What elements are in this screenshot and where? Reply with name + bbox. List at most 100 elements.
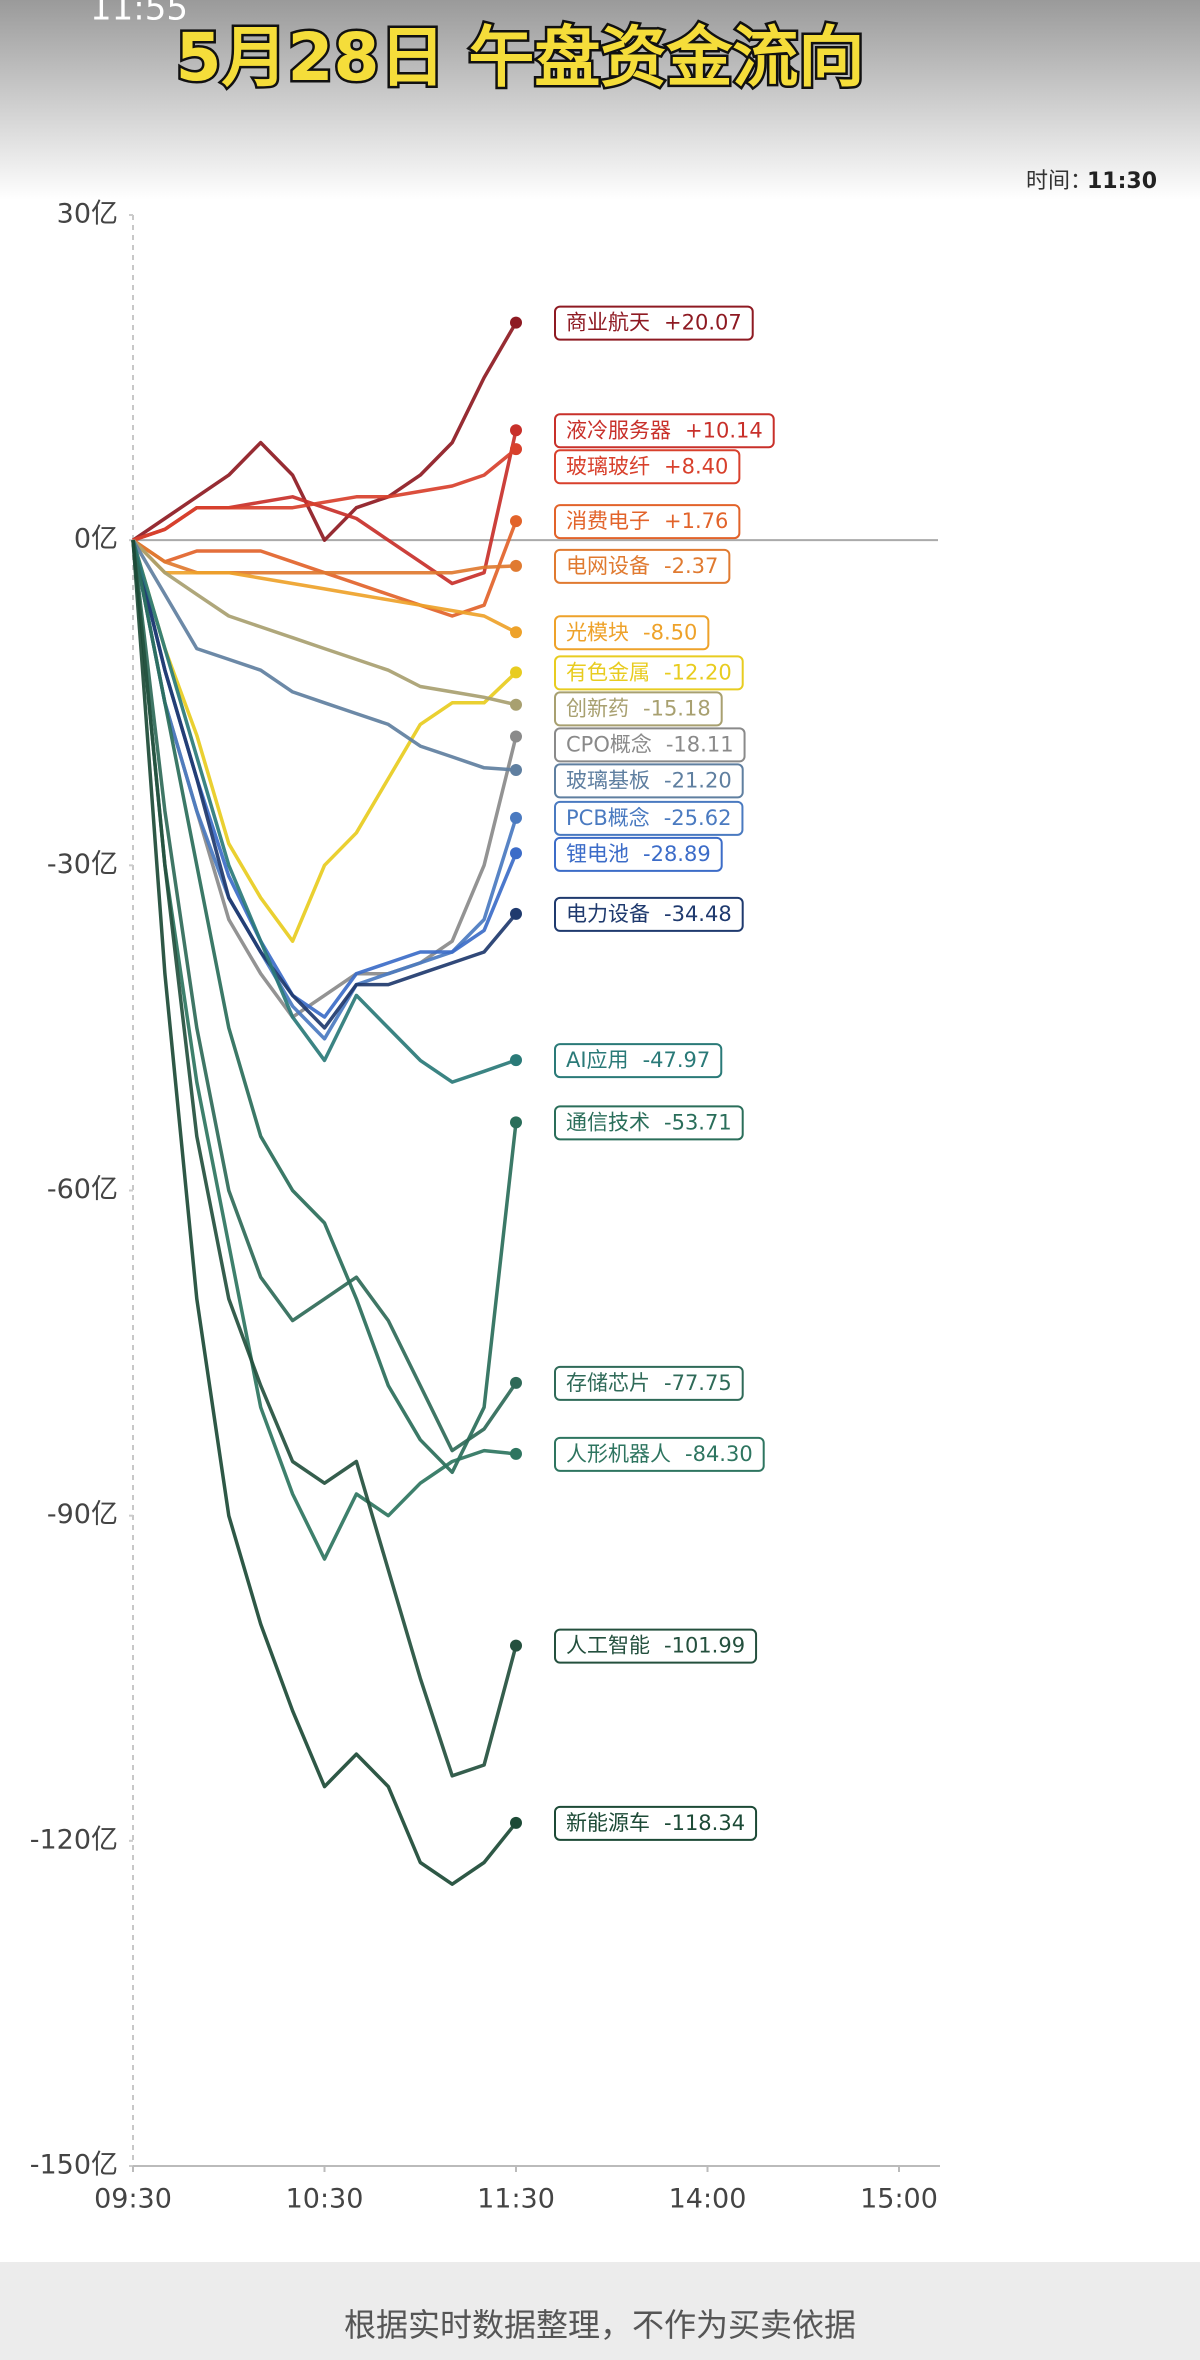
data-label: -101.99 [664,1634,745,1658]
data-label: +20.07 [664,311,742,335]
end-label: 人工智能 -101.99 [554,1628,758,1664]
end-point [510,316,522,329]
y-tick-label: -150亿 [30,2150,118,2181]
end-point [510,1447,522,1460]
end-label: 液冷服务器 +10.14 [554,413,775,449]
end-point [510,1116,522,1129]
data-label: -18.11 [666,732,734,756]
data-label: +1.76 [664,509,728,533]
data-label: -28.89 [643,842,711,866]
end-label-box [554,836,723,872]
end-label: 创新药 -15.18 [554,691,723,727]
series-name: 玻璃基板 [566,768,650,792]
end-label: 新能源车 -118.34 [554,1805,758,1841]
end-label-box [554,504,741,540]
end-label: 光模块 -8.50 [554,615,710,651]
end-label-box [554,727,746,763]
series-name: 人工智能 [566,1634,650,1658]
end-point [510,698,522,711]
series-name: 创新药 [566,696,629,720]
end-point [510,443,522,456]
series-name: 锂电池 [566,842,629,866]
series-name: CPO概念 [566,732,652,756]
series-line [132,538,517,575]
data-label: -12.20 [664,660,732,684]
end-label: 电力设备 -34.48 [554,896,744,932]
end-label-box [554,800,744,836]
data-label: +8.40 [664,454,728,478]
status-time: 11:55 [90,0,188,29]
end-label: 电网设备 -2.37 [554,548,731,584]
end-label-box [554,1105,744,1141]
end-label-box [554,691,723,727]
series-name: 有色金属 [566,660,650,684]
series-line [132,447,518,542]
end-label: 消费电子 +1.76 [554,504,741,540]
end-label-box [554,763,744,799]
series-line [132,321,518,542]
end-label: AI应用 -47.97 [554,1043,723,1079]
end-label-box [554,548,731,584]
end-label: 玻璃基板 -21.20 [554,763,744,799]
series-line [131,538,517,707]
x-tick-label: 09:30 [94,2184,172,2215]
end-label-box [554,896,744,932]
series-name: 电力设备 [566,902,650,926]
end-point [510,1639,522,1652]
end-point [510,1376,522,1389]
header-background [0,0,1200,200]
series-name: PCB概念 [566,806,650,830]
end-label-box [554,1043,723,1079]
series-name: 人形机器人 [566,1442,671,1466]
series-name: 消费电子 [566,509,650,533]
end-label-box [554,449,741,485]
data-label: -25.62 [664,806,732,830]
series-name: 光模块 [566,620,629,644]
data-label: -8.50 [643,620,697,644]
end-point [510,515,522,528]
end-point [510,1054,522,1067]
x-tick-label: 11:30 [477,2184,555,2215]
x-tick-label: 15:00 [860,2184,938,2215]
data-label: -77.75 [664,1371,732,1395]
data-label: -53.71 [664,1110,732,1134]
end-point [510,559,522,572]
y-tick-label: -90亿 [47,1499,118,1530]
end-label-box [554,1805,758,1841]
y-tick-label: 30亿 [57,199,118,230]
end-point [510,811,522,824]
time-value: 11:30 [1087,169,1157,194]
end-point [510,763,522,776]
data-label: -84.30 [685,1442,753,1466]
series-line [131,540,518,1778]
data-label: +10.14 [685,418,763,442]
end-point [510,847,522,860]
series-name: 通信技术 [566,1110,650,1134]
end-label: 商业航天 +20.07 [554,305,754,341]
series-line [132,520,518,618]
end-point [510,626,522,639]
time-label: 时间： [1026,169,1092,194]
end-point [510,424,522,437]
series-line [131,539,518,1453]
end-point [510,730,522,743]
end-label-box [554,305,754,341]
x-tick-label: 10:30 [286,2184,364,2215]
end-label-box [554,615,710,651]
data-label: -118.34 [664,1811,745,1835]
data-label: -21.20 [664,768,732,792]
series-name: 新能源车 [566,1811,650,1835]
series-name: 液冷服务器 [566,418,671,442]
y-tick-label: -60亿 [47,1174,118,1205]
end-label: CPO概念 -18.11 [554,727,746,763]
end-label: 人形机器人 -84.30 [554,1436,765,1472]
data-label: -47.97 [643,1048,711,1072]
series-line [131,539,517,772]
end-label: 通信技术 -53.71 [554,1105,744,1141]
end-label: 玻璃玻纤 +8.40 [554,449,741,485]
series-name: AI应用 [566,1048,629,1072]
series-line [131,540,517,1561]
end-label-box [554,655,744,691]
end-label: 有色金属 -12.20 [554,655,744,691]
series-line [131,539,518,1475]
